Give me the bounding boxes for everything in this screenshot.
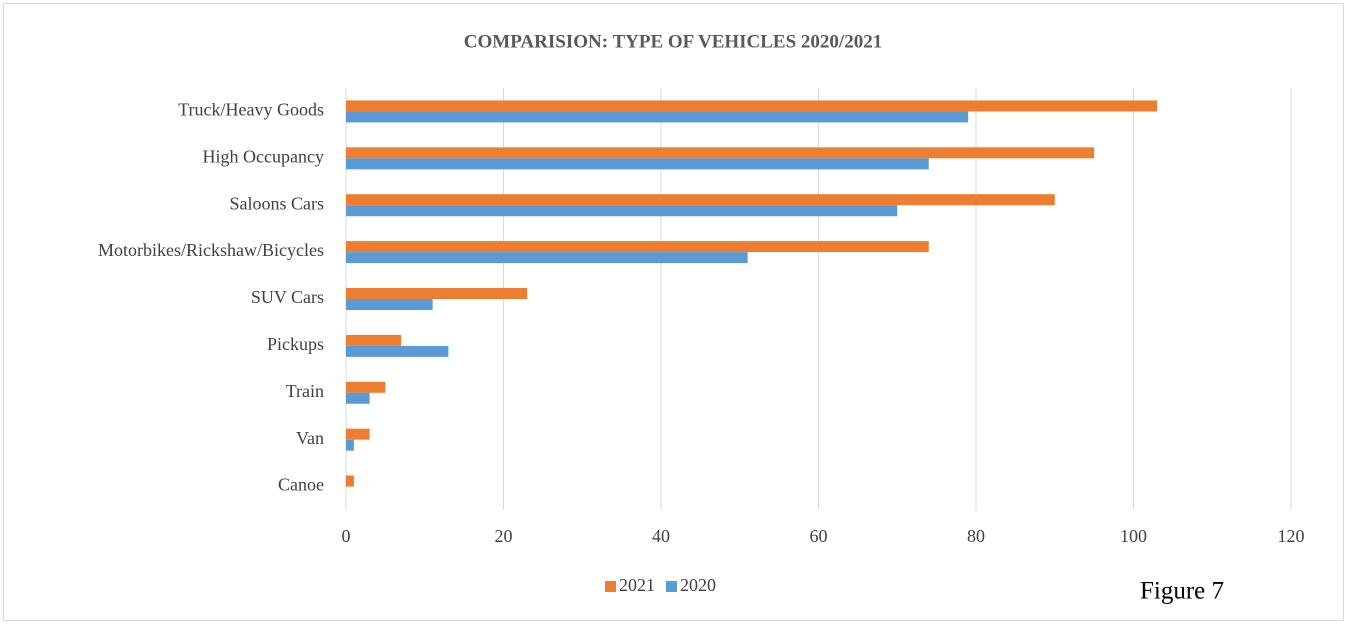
bar [346, 252, 748, 264]
bar [346, 439, 354, 451]
bar [346, 299, 433, 310]
bar [346, 205, 898, 217]
y-tick-label: Pickups [267, 334, 324, 354]
y-tick-label: Van [296, 428, 324, 448]
x-tick-label: 80 [967, 526, 985, 546]
legend-label: 2021 [619, 575, 655, 595]
annotation: Figure 7 [1140, 578, 1224, 605]
y-tick-label: SUV Cars [251, 287, 324, 307]
bar [346, 381, 386, 393]
x-tick-label: 60 [810, 526, 828, 546]
bar [346, 428, 370, 440]
bar [346, 334, 402, 346]
bar [346, 475, 354, 487]
bar [346, 147, 1095, 159]
bar [346, 194, 1055, 206]
bar [346, 111, 969, 123]
x-tick-label: 120 [1278, 526, 1305, 546]
x-tick-label: 0 [342, 526, 351, 546]
x-tick-label: 20 [495, 526, 513, 546]
x-tick-label: 40 [652, 526, 670, 546]
bar [346, 392, 370, 404]
legend-swatch [666, 581, 677, 592]
y-tick-label: High Occupancy [203, 146, 324, 166]
bar [346, 288, 528, 299]
chart-title: COMPARISION: TYPE OF VEHICLES 2020/2021 [464, 31, 882, 52]
bar [346, 345, 449, 357]
bar [346, 158, 929, 170]
y-tick-label: Saloons Cars [230, 193, 325, 213]
x-tick-label: 100 [1120, 526, 1147, 546]
y-tick-label: Truck/Heavy Goods [178, 100, 324, 120]
legend-label: 2020 [680, 575, 716, 595]
bar [346, 241, 929, 253]
y-tick-label: Canoe [278, 475, 324, 495]
y-tick-label: Train [286, 381, 324, 401]
bar [346, 100, 1158, 112]
y-tick-label: Motorbikes/Rickshaw/Bicycles [98, 240, 324, 260]
legend-swatch [605, 581, 616, 592]
